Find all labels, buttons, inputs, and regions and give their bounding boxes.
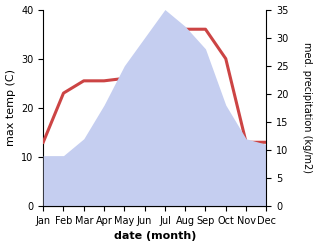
Y-axis label: med. precipitation (kg/m2): med. precipitation (kg/m2) [302, 42, 313, 173]
X-axis label: date (month): date (month) [114, 231, 196, 242]
Y-axis label: max temp (C): max temp (C) [5, 69, 16, 146]
